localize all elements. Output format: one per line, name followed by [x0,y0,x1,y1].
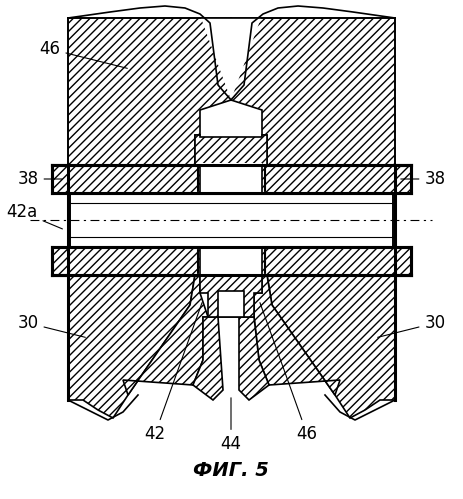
Text: 44: 44 [220,398,242,453]
Bar [52,247,411,275]
Polygon shape [231,18,395,165]
Text: 38: 38 [18,170,62,188]
Text: 42: 42 [144,302,202,443]
Bar [70,193,393,247]
Text: 30: 30 [378,314,445,337]
Polygon shape [267,275,395,418]
Text: 46: 46 [39,40,127,68]
Polygon shape [254,275,340,395]
Text: 38: 38 [401,170,445,188]
Text: ФИГ. 5: ФИГ. 5 [193,462,269,481]
Bar [218,291,244,317]
Text: 42а: 42а [6,203,63,229]
Bar [200,245,262,277]
Bar [200,163,262,193]
Polygon shape [239,317,269,400]
Polygon shape [123,275,208,395]
Polygon shape [200,275,262,317]
Polygon shape [68,275,195,418]
Bar [52,165,411,193]
Polygon shape [193,317,223,400]
Polygon shape [68,18,231,165]
Text: 46: 46 [260,302,318,443]
Text: 30: 30 [18,314,85,337]
Bar [197,249,198,273]
Polygon shape [195,135,267,165]
Polygon shape [201,18,261,100]
Bar [197,167,198,191]
Bar [264,167,265,191]
Bar [264,249,265,273]
